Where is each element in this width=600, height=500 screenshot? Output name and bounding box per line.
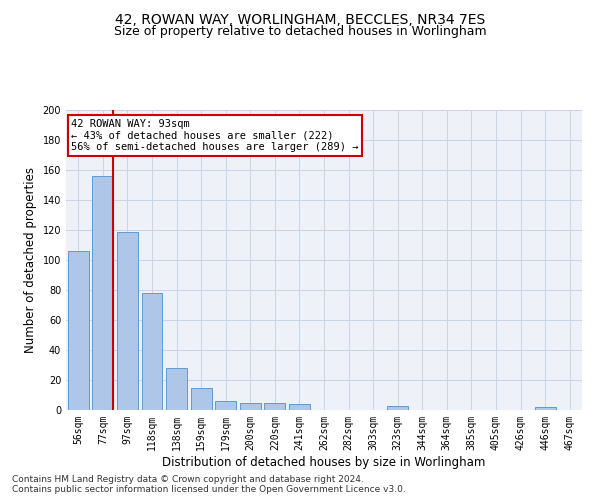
Text: 42 ROWAN WAY: 93sqm
← 43% of detached houses are smaller (222)
56% of semi-detac: 42 ROWAN WAY: 93sqm ← 43% of detached ho… (71, 119, 359, 152)
Bar (265, 402, 286, 410)
Bar (387, 406, 408, 410)
Bar (68, 251, 89, 410)
Bar (117, 232, 138, 410)
Y-axis label: Number of detached properties: Number of detached properties (24, 167, 37, 353)
Bar (191, 388, 212, 410)
Bar (240, 402, 261, 410)
Bar (535, 407, 556, 410)
Bar (215, 401, 236, 410)
Bar (289, 404, 310, 410)
Text: Contains public sector information licensed under the Open Government Licence v3: Contains public sector information licen… (12, 486, 406, 494)
Bar (92, 176, 113, 410)
Text: Size of property relative to detached houses in Worlingham: Size of property relative to detached ho… (113, 25, 487, 38)
Bar (142, 293, 163, 410)
Text: Contains HM Land Registry data © Crown copyright and database right 2024.: Contains HM Land Registry data © Crown c… (12, 476, 364, 484)
Text: 42, ROWAN WAY, WORLINGHAM, BECCLES, NR34 7ES: 42, ROWAN WAY, WORLINGHAM, BECCLES, NR34… (115, 12, 485, 26)
X-axis label: Distribution of detached houses by size in Worlingham: Distribution of detached houses by size … (163, 456, 485, 468)
Bar (166, 368, 187, 410)
